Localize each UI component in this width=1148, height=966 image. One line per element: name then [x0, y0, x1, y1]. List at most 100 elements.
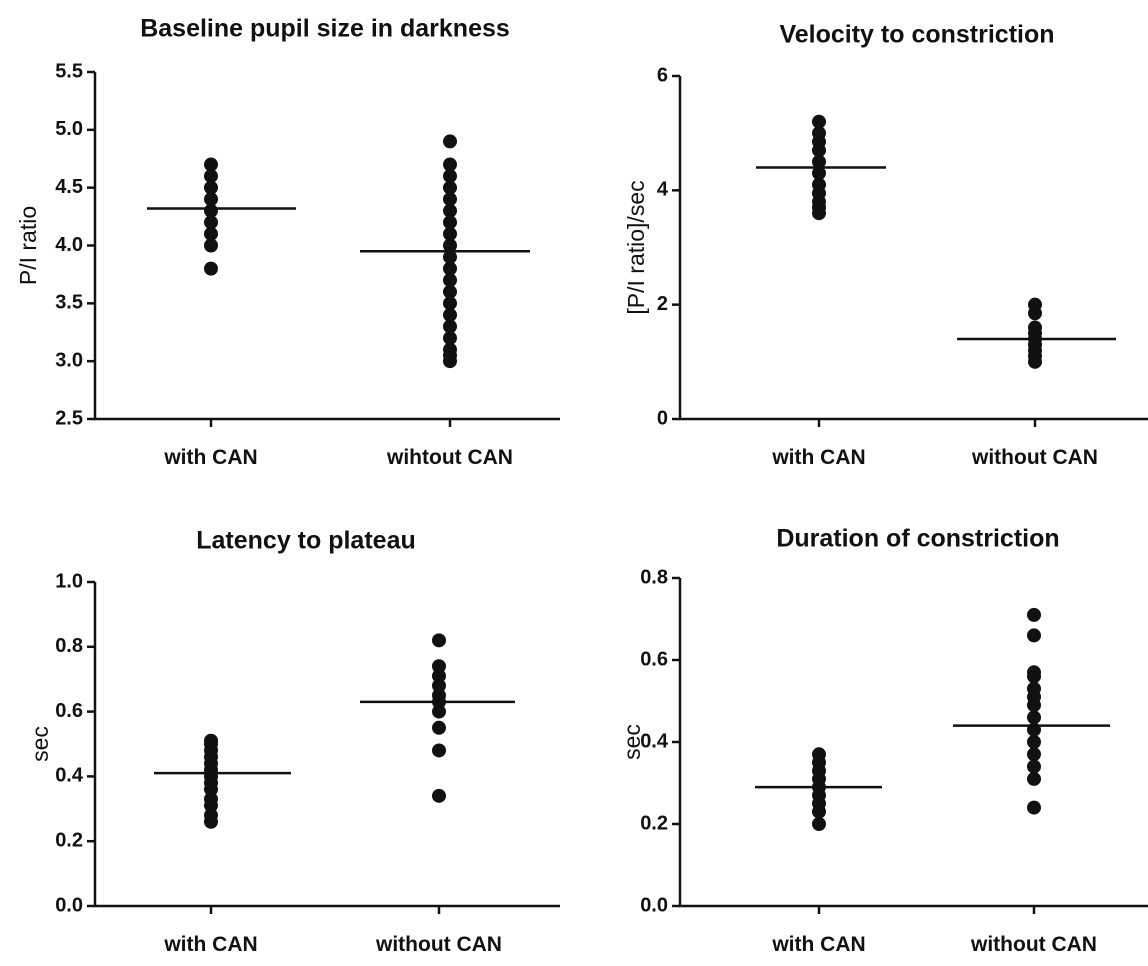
y-tick-label: 4.0	[55, 234, 83, 256]
data-point	[1027, 710, 1041, 725]
data-point	[812, 747, 826, 762]
y-tick-label: 0.0	[55, 894, 83, 916]
data-point	[432, 688, 446, 703]
data-point	[443, 273, 457, 288]
y-axis-label: P/I ratio	[15, 206, 41, 285]
chart-panel-2: Velocity to constriction [P/I ratio]/sec 0…	[623, 21, 1148, 469]
y-tick-label: 2.5	[55, 407, 83, 429]
y-tick-label: 0	[657, 407, 668, 429]
y-tick-label: 4	[657, 179, 669, 201]
data-point	[432, 633, 446, 648]
chart-panel-3: Latency to plateau sec 0.0 0.2 0.4 0.6 0.8 1.0 w…	[27, 527, 560, 956]
data-point	[443, 203, 457, 218]
chart-title: Velocity to constriction	[779, 21, 1054, 49]
y-tick-label: 0.4	[55, 765, 84, 787]
y-tick-label: 0.4	[640, 730, 669, 752]
data-point	[1027, 665, 1041, 680]
x-category-label: wihtout CAN	[386, 446, 513, 469]
data-point	[443, 157, 457, 172]
data-point	[443, 284, 457, 299]
x-category-label: without CAN	[970, 933, 1097, 956]
y-tick-label: 0.6	[640, 648, 668, 670]
data-point	[812, 166, 826, 181]
data-point	[443, 180, 457, 195]
y-tick-label: 4.5	[55, 176, 83, 198]
y-tick-label: 1.0	[55, 570, 83, 592]
data-point	[1027, 628, 1041, 643]
data-point	[204, 192, 218, 207]
chart-title: Duration of constriction	[776, 525, 1059, 553]
chart-title: Latency to plateau	[196, 527, 416, 555]
data-point	[443, 238, 457, 253]
data-point	[443, 134, 457, 149]
x-category-label: with CAN	[771, 446, 865, 469]
y-tick-label: 6	[657, 64, 668, 86]
data-point	[1028, 297, 1042, 312]
y-tick-label: 3.5	[55, 292, 83, 314]
y-axis-label: [P/I ratio]/sec	[623, 180, 649, 314]
data-point	[432, 678, 446, 693]
y-tick-label: 3.0	[55, 349, 83, 371]
data-point	[204, 238, 218, 253]
data-point	[443, 331, 457, 346]
data-point	[443, 307, 457, 322]
data-point	[432, 743, 446, 758]
data-point	[812, 114, 826, 129]
data-point	[443, 261, 457, 276]
data-point	[443, 169, 457, 184]
data-point	[1027, 681, 1041, 696]
data-point	[432, 720, 446, 735]
data-point	[204, 733, 218, 748]
data-point	[812, 177, 826, 192]
data-point	[812, 817, 826, 831]
data-point	[204, 180, 218, 195]
x-category-label: with CAN	[163, 446, 257, 469]
data-point	[1027, 607, 1041, 622]
data-point	[204, 215, 218, 230]
y-tick-label: 2	[657, 293, 668, 315]
chart-panel-1: Baseline pupil size in darkness P/I ratio…	[15, 15, 560, 469]
data-point	[443, 192, 457, 207]
x-category-label: without CAN	[375, 933, 502, 956]
data-point	[1027, 759, 1041, 774]
y-tick-label: 5.0	[55, 118, 83, 140]
x-category-label: with CAN	[163, 933, 257, 956]
chart-panel-4: Duration of constriction sec 0.0 0.2 0.4 0.6 0…	[619, 525, 1148, 956]
data-point	[1027, 747, 1041, 762]
data-point	[432, 668, 446, 683]
data-point	[204, 792, 218, 807]
data-point	[443, 296, 457, 311]
data-point	[204, 226, 218, 241]
data-point	[432, 788, 446, 803]
y-tick-label: 0.2	[640, 812, 668, 834]
data-point	[812, 154, 826, 169]
data-point	[1027, 800, 1041, 815]
x-category-label: with CAN	[771, 933, 865, 956]
data-point	[1027, 735, 1041, 749]
y-tick-label: 0.6	[55, 700, 83, 722]
data-point	[432, 659, 446, 674]
y-tick-label: 0.8	[640, 566, 668, 588]
data-point	[812, 126, 826, 141]
data-point	[443, 250, 457, 265]
chart-title: Baseline pupil size in darkness	[140, 15, 510, 43]
y-axis-label: sec	[27, 726, 53, 762]
data-point	[1027, 771, 1041, 786]
data-point	[443, 226, 457, 241]
data-point	[443, 342, 457, 357]
data-point	[432, 704, 446, 719]
y-tick-label: 0.2	[55, 829, 83, 851]
y-tick-label: 0.8	[55, 635, 83, 657]
x-category-label: without CAN	[971, 446, 1098, 469]
data-point	[443, 215, 457, 230]
data-point	[204, 169, 218, 184]
y-axis-label: sec	[619, 724, 645, 760]
data-point	[443, 319, 457, 334]
y-tick-label: 5.5	[55, 60, 83, 82]
data-point	[204, 261, 218, 276]
data-point	[1028, 320, 1042, 335]
y-tick-label: 0.0	[640, 894, 668, 916]
data-point	[204, 157, 218, 172]
data-point	[204, 808, 218, 823]
